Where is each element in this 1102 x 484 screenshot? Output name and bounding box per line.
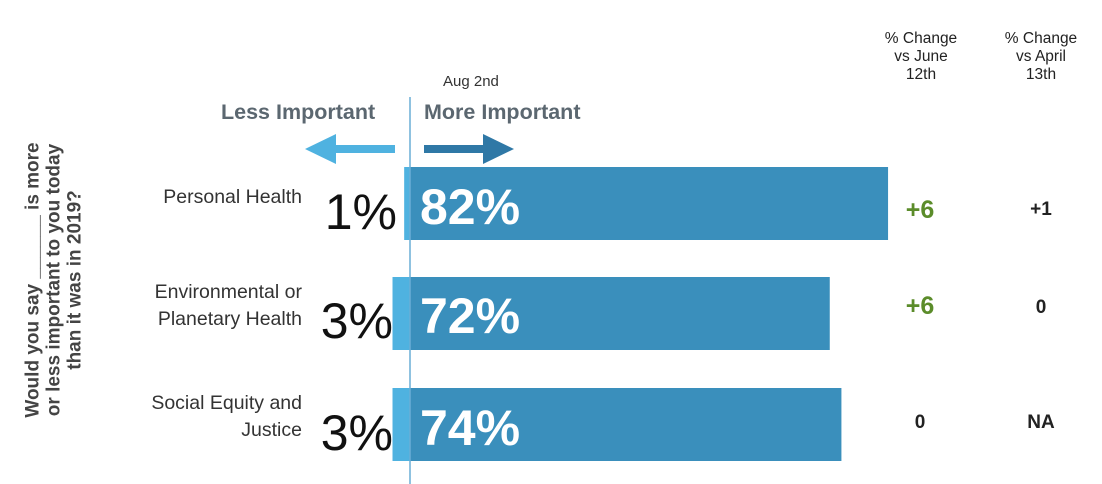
less-important-bar	[392, 277, 410, 350]
less-important-label: Less Important	[221, 100, 376, 124]
category-label-social-equity: Social Equity and Justice	[151, 392, 302, 441]
category-label-personal-health: Personal Health	[163, 186, 302, 208]
column-header-june: % Change vs June 12th	[884, 30, 958, 83]
more-important-value-label: 72%	[420, 288, 521, 344]
change-vs-june-value: +6	[905, 292, 935, 320]
change-vs-june-value: 0	[914, 412, 926, 433]
more-important-bar	[410, 167, 889, 240]
change-vs-april-value: NA	[1027, 412, 1055, 433]
more-important-value-label: 82%	[420, 179, 521, 235]
more-important-value-label: 74%	[420, 400, 521, 456]
less-important-value-label: 1%	[324, 184, 397, 240]
column-header-april: % Change vs April 13th	[1004, 30, 1078, 83]
more-important-bar	[410, 277, 830, 350]
category-label-environmental-health: Environmental or Planetary Health	[154, 281, 302, 330]
more-important-arrow	[424, 134, 514, 164]
more-important-label: More Important	[424, 100, 581, 124]
less-important-value-label: 3%	[320, 405, 393, 461]
date-label: Aug 2nd	[443, 73, 499, 90]
change-vs-april-value: +1	[1030, 199, 1052, 220]
less-important-arrow	[305, 134, 395, 164]
change-vs-april-value: 0	[1035, 297, 1047, 318]
change-vs-june-value: +6	[905, 196, 935, 224]
more-important-bar	[410, 388, 842, 461]
less-important-value-label: 3%	[320, 293, 393, 349]
less-important-bar	[404, 167, 410, 240]
less-important-bar	[392, 388, 410, 461]
